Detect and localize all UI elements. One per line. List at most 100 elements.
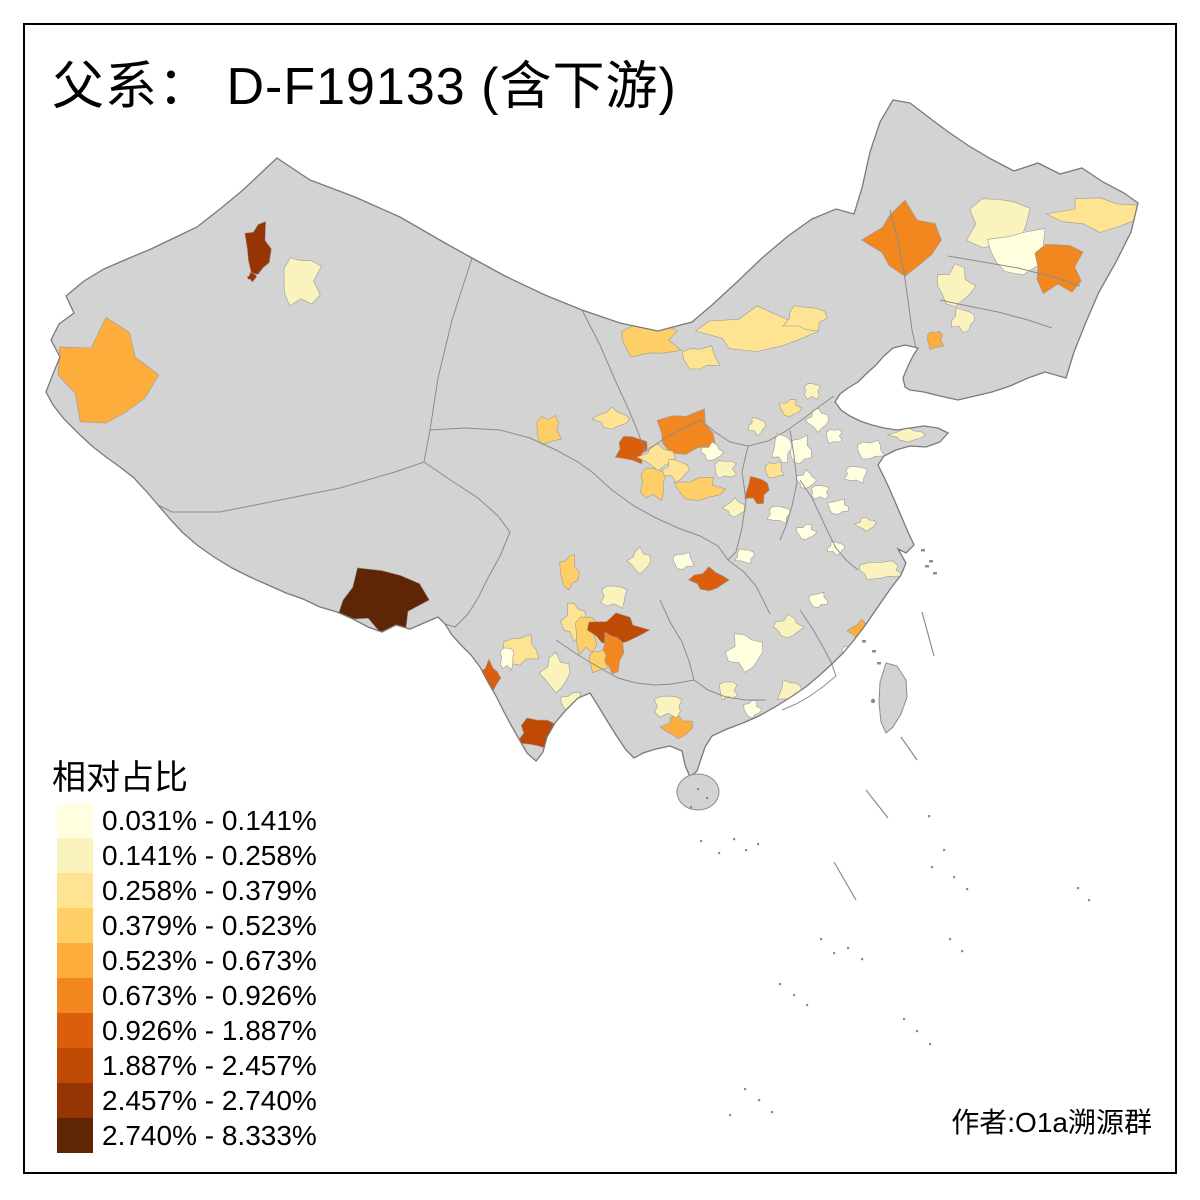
legend-swatch	[57, 1048, 93, 1083]
map-region	[687, 566, 730, 592]
coastal-islet	[929, 560, 933, 563]
map-region	[827, 498, 849, 515]
sea-islet-dot	[690, 806, 693, 809]
dashed-boundary-segment	[921, 611, 935, 657]
province-border-line	[727, 559, 771, 615]
map-region	[682, 345, 721, 370]
map-region	[886, 426, 927, 443]
map-region	[600, 585, 628, 609]
sea-islet-dot	[929, 1043, 932, 1046]
sea-islet-dot	[961, 950, 964, 953]
legend-swatch	[57, 1083, 93, 1118]
legend-swatch	[57, 873, 93, 908]
coastal-islet	[921, 549, 925, 552]
sea-islet-dot	[758, 1099, 761, 1102]
map-region	[586, 612, 651, 646]
map-region	[765, 461, 785, 479]
sea-islet-dot	[1088, 899, 1091, 902]
author-attribution: 作者:O1a溯源群	[951, 1107, 1152, 1138]
sea-islet-dot	[1077, 887, 1080, 890]
map-region	[937, 263, 977, 307]
map-region	[839, 645, 859, 664]
map-region	[857, 439, 886, 460]
coastal-islet	[872, 650, 876, 653]
sea-islet-dot	[953, 876, 956, 879]
map-region	[950, 307, 976, 333]
province-border-line	[947, 255, 1081, 287]
legend-swatch	[57, 943, 93, 978]
sea-islet-dot	[966, 888, 969, 891]
sea-islet-dot	[928, 815, 931, 818]
map-region	[778, 399, 803, 417]
map-region	[860, 199, 942, 277]
country-outline	[45, 99, 1139, 779]
province-border-line	[799, 609, 837, 677]
province-border-line	[581, 309, 646, 453]
legend-range-label: 0.673% - 0.926%	[102, 980, 317, 1011]
map-region	[796, 523, 818, 540]
coastal-islet	[862, 640, 866, 643]
country-outline-stroke	[45, 99, 1139, 779]
province-border-line	[727, 445, 749, 561]
legend-range-label: 2.740% - 8.333%	[102, 1120, 317, 1151]
province-border-line	[429, 427, 593, 473]
map-region	[672, 551, 695, 570]
dashed-boundary-segment	[900, 736, 918, 761]
legend-swatch	[57, 978, 93, 1013]
legend-swatch	[57, 1013, 93, 1048]
sea-islet-dot	[833, 952, 836, 955]
map-region	[826, 429, 844, 444]
legend-swatch	[57, 908, 93, 943]
map-region	[673, 476, 727, 501]
map-region	[57, 316, 160, 424]
legend-range-label: 0.379% - 0.523%	[102, 910, 317, 941]
sea-islet-dot	[903, 1018, 906, 1021]
sea-islet-dot	[729, 1114, 732, 1117]
legend-range-label: 0.523% - 0.673%	[102, 945, 317, 976]
hainan-island	[676, 773, 720, 811]
sea-islet-dot	[943, 849, 946, 852]
map-region	[743, 700, 763, 719]
province-border-line	[444, 531, 511, 628]
sea-islet-dot	[745, 849, 748, 852]
map-region	[1045, 197, 1138, 233]
province-border-line	[591, 471, 729, 561]
islands	[676, 549, 937, 811]
map-region	[927, 330, 945, 351]
province-border-line	[889, 209, 917, 349]
coastal-islet	[933, 572, 937, 575]
legend-range-label: 0.258% - 0.379%	[102, 875, 317, 906]
sea-islet-dot	[733, 838, 736, 841]
province-border-line	[555, 639, 695, 686]
map-region	[771, 433, 793, 464]
sea-islet-dot	[706, 797, 709, 800]
dashed-boundary-segment	[865, 789, 889, 819]
legend-swatch	[57, 1118, 93, 1153]
coastal-islet	[925, 565, 929, 568]
map-region	[721, 497, 747, 518]
map-region	[766, 505, 791, 524]
plot-frame	[23, 23, 1177, 1174]
sea-islet-dot	[931, 866, 934, 869]
sea-islet-dot	[847, 947, 850, 950]
map-region	[782, 305, 828, 332]
prefecture-regions	[57, 197, 1138, 751]
map-region	[626, 546, 652, 575]
sea-islet-dot	[757, 843, 760, 846]
map-region	[744, 476, 770, 505]
province-border-line	[423, 461, 511, 533]
legend-title: 相对占比	[52, 759, 188, 797]
map-region	[694, 305, 820, 352]
map-region	[773, 613, 805, 639]
map-region	[1034, 244, 1084, 294]
map-region	[724, 633, 764, 673]
map-region	[756, 719, 768, 735]
sea-islet-dot	[744, 1088, 747, 1091]
legend-range-label: 0.141% - 0.258%	[102, 840, 317, 871]
map-region	[244, 220, 272, 275]
sea-islet-dot	[779, 983, 782, 986]
map-region	[714, 460, 738, 479]
sea-islet-dot	[718, 852, 721, 855]
legend-swatch	[57, 838, 93, 873]
province-border-line	[939, 299, 1053, 329]
